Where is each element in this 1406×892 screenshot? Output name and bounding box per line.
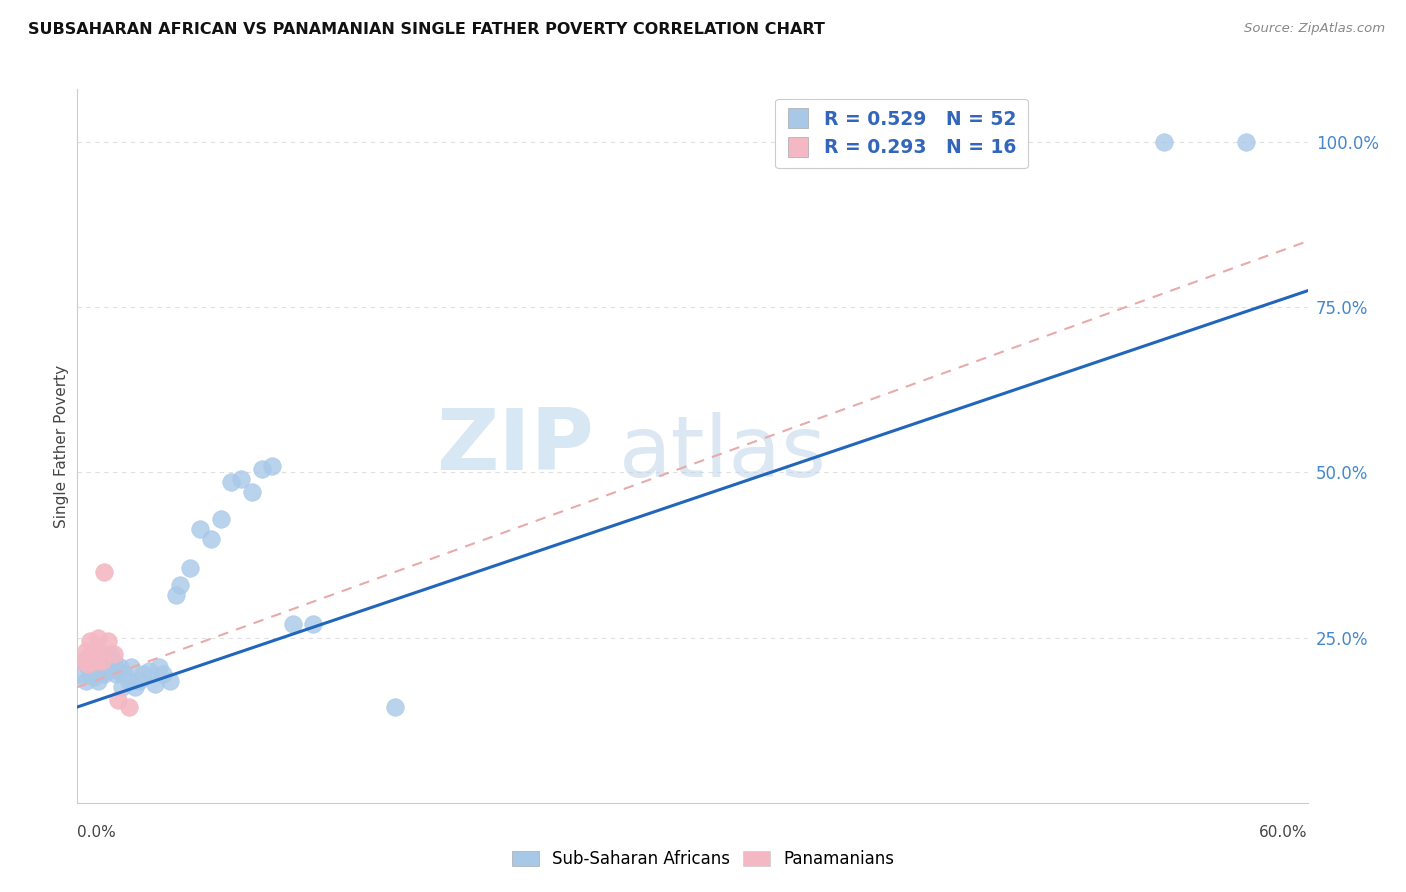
Point bbox=[152, 667, 174, 681]
Point bbox=[114, 667, 136, 681]
Point bbox=[1234, 135, 1257, 149]
Text: ZIP: ZIP bbox=[436, 404, 595, 488]
Text: 60.0%: 60.0% bbox=[1260, 825, 1308, 840]
Point bbox=[93, 667, 115, 681]
Point bbox=[70, 667, 93, 681]
Point bbox=[209, 511, 232, 525]
Point bbox=[76, 660, 98, 674]
Point bbox=[94, 664, 117, 678]
Point bbox=[97, 650, 120, 665]
Point bbox=[80, 654, 103, 668]
Point bbox=[876, 135, 898, 149]
Point bbox=[302, 617, 325, 632]
Point bbox=[75, 673, 97, 688]
Point bbox=[76, 650, 98, 665]
Point bbox=[138, 664, 160, 678]
Point bbox=[281, 617, 304, 632]
Legend: Sub-Saharan Africans, Panamanians: Sub-Saharan Africans, Panamanians bbox=[505, 844, 901, 875]
Point bbox=[76, 657, 98, 671]
Point bbox=[107, 664, 129, 678]
Point bbox=[80, 644, 103, 658]
Point bbox=[87, 673, 110, 688]
Point bbox=[128, 673, 150, 688]
Point bbox=[165, 588, 187, 602]
Point bbox=[132, 667, 155, 681]
Text: 0.0%: 0.0% bbox=[77, 825, 117, 840]
Point bbox=[87, 644, 110, 658]
Point bbox=[148, 660, 170, 674]
Point bbox=[111, 680, 134, 694]
Point bbox=[250, 462, 273, 476]
Point bbox=[89, 647, 111, 661]
Point bbox=[117, 673, 139, 688]
Point bbox=[79, 634, 101, 648]
Point bbox=[219, 475, 242, 490]
Point bbox=[143, 677, 166, 691]
Point bbox=[83, 657, 105, 671]
Point bbox=[200, 532, 222, 546]
Point bbox=[179, 561, 201, 575]
Point bbox=[240, 485, 263, 500]
Point bbox=[384, 700, 406, 714]
Point bbox=[84, 654, 107, 668]
Point bbox=[80, 664, 103, 678]
Legend: R = 0.529   N = 52, R = 0.293   N = 16: R = 0.529 N = 52, R = 0.293 N = 16 bbox=[775, 99, 1028, 169]
Point bbox=[97, 634, 120, 648]
Point bbox=[79, 667, 101, 681]
Point bbox=[87, 664, 110, 678]
Point bbox=[117, 700, 139, 714]
Point bbox=[87, 631, 110, 645]
Point bbox=[262, 458, 284, 473]
Text: Source: ZipAtlas.com: Source: ZipAtlas.com bbox=[1244, 22, 1385, 36]
Point bbox=[90, 654, 114, 668]
Point bbox=[1153, 135, 1175, 149]
Point bbox=[84, 667, 107, 681]
Point bbox=[188, 522, 212, 536]
Point bbox=[90, 654, 114, 668]
Point bbox=[72, 654, 94, 668]
Y-axis label: Single Father Poverty: Single Father Poverty bbox=[53, 365, 69, 527]
Point bbox=[84, 647, 107, 661]
Point bbox=[103, 654, 125, 668]
Text: SUBSAHARAN AFRICAN VS PANAMANIAN SINGLE FATHER POVERTY CORRELATION CHART: SUBSAHARAN AFRICAN VS PANAMANIAN SINGLE … bbox=[28, 22, 825, 37]
Point bbox=[83, 650, 105, 665]
Point bbox=[98, 647, 121, 661]
Point bbox=[72, 654, 94, 668]
Point bbox=[103, 647, 125, 661]
Point bbox=[124, 680, 146, 694]
Point bbox=[75, 644, 97, 658]
Point bbox=[110, 660, 132, 674]
Point bbox=[107, 693, 129, 707]
Point bbox=[231, 472, 253, 486]
Point bbox=[83, 670, 105, 684]
Point bbox=[101, 660, 124, 674]
Point bbox=[105, 667, 128, 681]
Point bbox=[169, 578, 191, 592]
Point bbox=[93, 565, 115, 579]
Text: atlas: atlas bbox=[619, 411, 827, 495]
Point bbox=[120, 660, 142, 674]
Point bbox=[159, 673, 181, 688]
